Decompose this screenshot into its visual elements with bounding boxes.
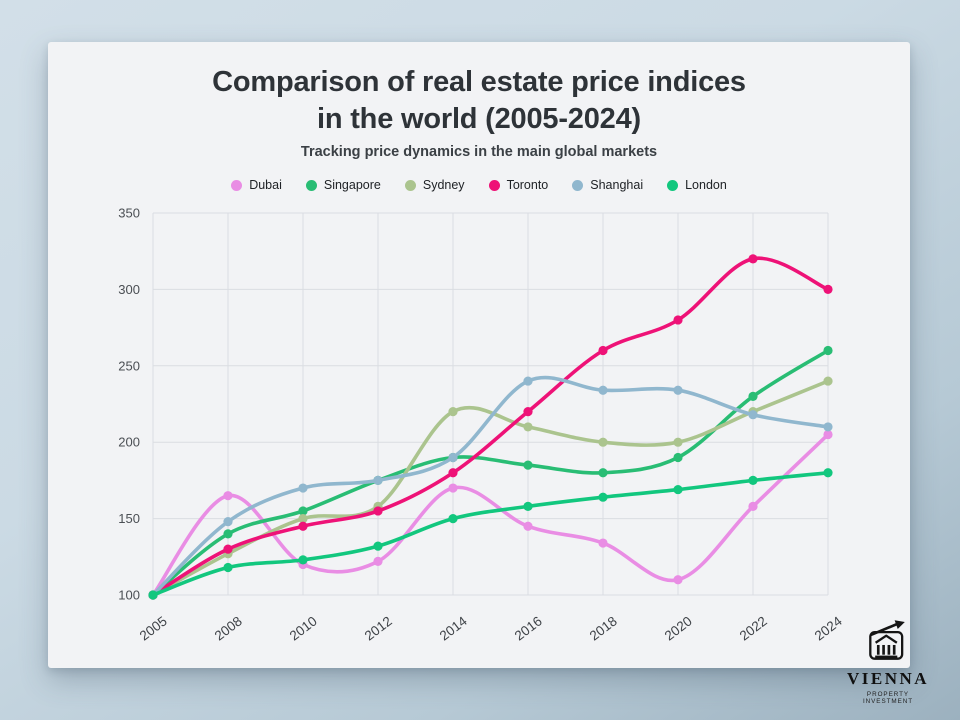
data-point-shanghai-2016 — [523, 376, 533, 386]
y-tick-label: 100 — [118, 588, 140, 603]
data-point-dubai-2008 — [223, 491, 233, 501]
x-tick-label: 2014 — [437, 613, 470, 643]
data-point-london-2016 — [523, 501, 533, 511]
data-point-singapore-2022 — [748, 391, 758, 401]
legend-label-sydney: Sydney — [422, 178, 465, 192]
chart-subtitle: Tracking price dynamics in the main glob… — [300, 144, 658, 160]
brand-tagline: PROPERTY INVESTMENT — [862, 691, 914, 705]
title-block: Comparison of real estate price indices … — [48, 64, 910, 160]
data-point-london-2005 — [148, 590, 158, 600]
y-tick-label: 300 — [118, 282, 140, 297]
chart-legend: Dubai Singapore Sydney Toronto Shanghai Londo… — [48, 178, 910, 192]
data-point-dubai-2012 — [373, 556, 383, 566]
x-tick-label: 2016 — [512, 613, 545, 643]
legend-label-toronto: Toronto — [506, 178, 549, 192]
x-tick-label: 2020 — [662, 613, 695, 643]
data-point-dubai-2020 — [673, 575, 683, 585]
data-point-toronto-2018 — [598, 345, 608, 356]
legend-item-sydney: Sydney — [404, 178, 465, 192]
data-point-toronto-2008 — [223, 544, 233, 554]
x-tick-label: 2018 — [587, 613, 620, 643]
data-point-sydney-2018 — [598, 437, 608, 447]
legend-dot-singapore — [305, 179, 317, 191]
data-point-shanghai-2018 — [598, 385, 608, 395]
legend-dot-dubai — [231, 179, 243, 191]
y-tick-label: 350 — [118, 206, 140, 221]
data-point-shanghai-2012 — [373, 475, 383, 485]
bank-building-icon — [869, 620, 905, 660]
data-point-singapore-2010 — [298, 506, 308, 516]
data-point-sydney-2010 — [298, 514, 308, 524]
y-tick-label: 200 — [118, 435, 140, 450]
data-point-toronto-2024 — [823, 284, 833, 294]
legend-item-dubai: Dubai — [231, 178, 282, 192]
data-point-dubai-2016 — [523, 521, 533, 531]
data-point-singapore-2018 — [598, 468, 608, 478]
data-point-shanghai-2020 — [673, 385, 683, 395]
data-point-shanghai-2014 — [448, 452, 458, 463]
series-line-toronto — [151, 256, 830, 597]
legend-label-singapore: Singapore — [323, 178, 381, 192]
legend-label-dubai: Dubai — [249, 178, 282, 192]
chart-plot: 100 150 200 250 300 350 2005 2008 2010 2012 2014 20… — [118, 206, 845, 644]
data-point-shanghai-2008 — [223, 517, 233, 527]
legend-dot-sydney — [404, 179, 416, 191]
series-line-singapore — [151, 348, 830, 597]
legend-item-shanghai: Shanghai — [572, 178, 643, 192]
data-point-london-2024 — [823, 468, 833, 478]
data-point-sydney-2020 — [673, 437, 683, 447]
data-point-london-2020 — [673, 484, 683, 495]
data-point-toronto-2016 — [523, 407, 533, 417]
data-point-toronto-2012 — [373, 506, 383, 516]
data-point-shanghai-2024 — [823, 422, 833, 432]
data-point-toronto-2022 — [748, 254, 758, 264]
data-point-dubai-2018 — [598, 538, 608, 548]
x-tick-label: 2005 — [137, 613, 170, 643]
series-line-shanghai — [151, 375, 830, 597]
y-tick-label: 250 — [118, 358, 140, 373]
legend-dot-shanghai — [572, 179, 584, 191]
legend-label-shanghai: Shanghai — [590, 178, 644, 192]
data-point-london-2022 — [748, 475, 758, 485]
chart-card: Comparison of real estate price indices … — [48, 42, 910, 668]
data-point-singapore-2024 — [823, 345, 833, 356]
data-point-london-2008 — [223, 562, 233, 573]
data-point-singapore-2016 — [523, 460, 533, 470]
legend-label-london: London — [685, 178, 727, 192]
data-point-london-2012 — [373, 541, 383, 551]
data-point-shanghai-2022 — [748, 410, 758, 420]
chart-title-line2: in the world (2005-2024) — [317, 103, 641, 135]
legend-dot-london — [667, 179, 679, 191]
x-tick-label: 2008 — [212, 613, 245, 643]
series-line-london — [151, 471, 830, 597]
brand-logo: VIENNA PROPERTY INVESTMENT — [841, 619, 935, 705]
data-point-dubai-2022 — [748, 501, 758, 511]
data-point-toronto-2014 — [448, 468, 458, 478]
data-point-dubai-2014 — [448, 483, 458, 493]
data-point-singapore-2008 — [223, 529, 233, 539]
data-point-sydney-2014 — [448, 407, 458, 417]
data-point-toronto-2010 — [298, 521, 308, 531]
data-point-singapore-2020 — [673, 452, 683, 463]
x-tick-label: 2010 — [287, 613, 320, 643]
data-point-sydney-2024 — [823, 376, 833, 386]
data-point-toronto-2020 — [673, 315, 683, 325]
legend-item-london: London — [667, 178, 727, 192]
data-point-london-2018 — [598, 492, 608, 502]
legend-item-singapore: Singapore — [305, 178, 381, 192]
y-tick-label: 150 — [118, 511, 140, 526]
legend-item-toronto: Toronto — [488, 178, 549, 192]
data-point-london-2010 — [298, 555, 308, 565]
data-point-shanghai-2010 — [298, 483, 308, 493]
chart-title-line1: Comparison of real estate price indices — [212, 66, 746, 98]
legend-dot-toronto — [488, 179, 500, 191]
data-point-dubai-2024 — [823, 429, 833, 440]
series-line-dubai — [151, 432, 830, 597]
x-tick-label: 2012 — [362, 613, 395, 643]
x-tick-label: 2022 — [737, 613, 770, 643]
data-point-sydney-2016 — [523, 422, 533, 432]
data-point-london-2014 — [448, 514, 458, 524]
brand-name: VIENNA — [846, 669, 930, 688]
